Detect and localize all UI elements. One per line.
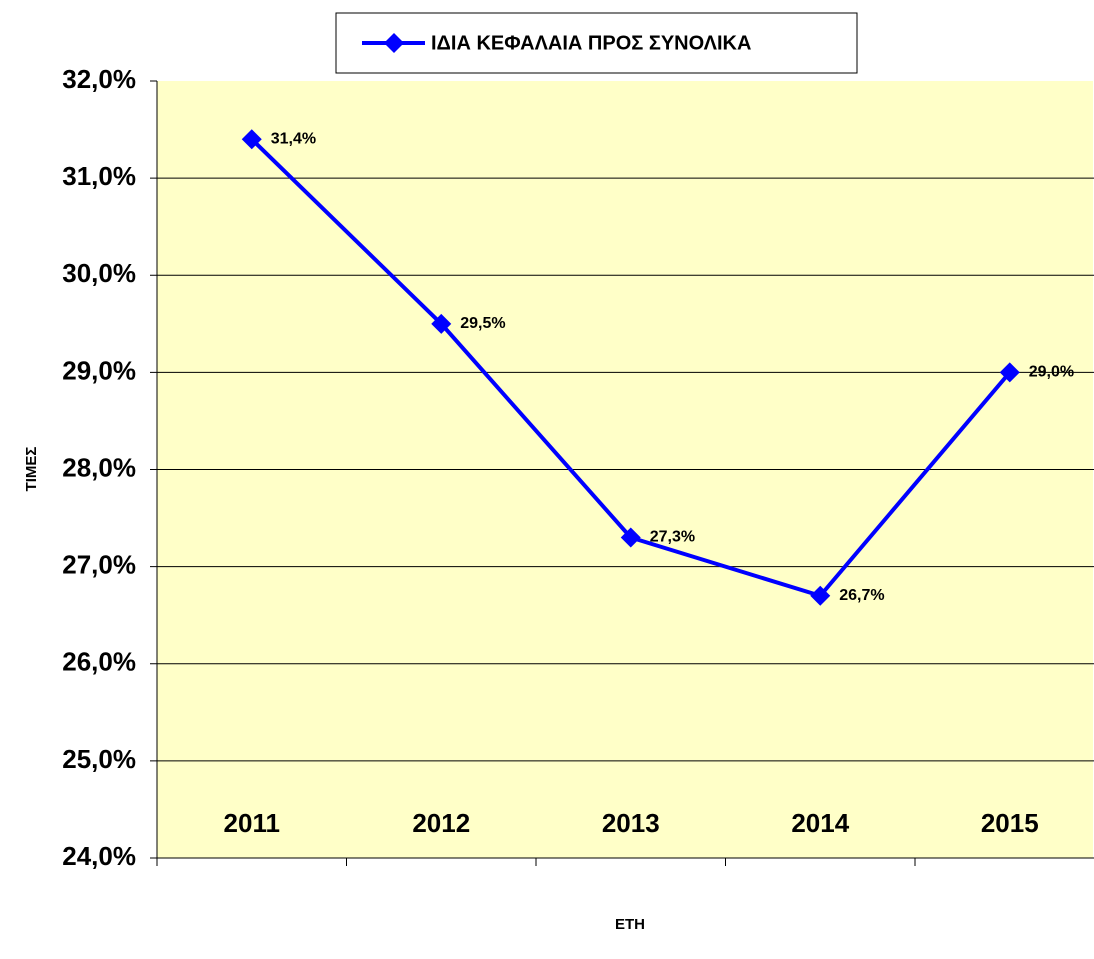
y-tick-label: 25,0% xyxy=(62,744,136,774)
data-label: 26,7% xyxy=(839,587,884,604)
legend-marker xyxy=(384,33,404,53)
data-label: 27,3% xyxy=(650,529,695,546)
y-tick-label: 26,0% xyxy=(62,647,136,677)
y-tick-label: 32,0% xyxy=(62,64,136,94)
x-tick-label: 2013 xyxy=(602,808,660,838)
y-tick-label: 24,0% xyxy=(62,841,136,871)
x-axis-title: ΕΤΗ xyxy=(615,916,645,933)
x-tick-label: 2015 xyxy=(981,808,1039,838)
y-tick-label: 27,0% xyxy=(62,550,136,580)
point xyxy=(431,313,452,334)
point xyxy=(999,362,1020,383)
y-tick-label: 30,0% xyxy=(62,258,136,288)
x-tick-label: 2012 xyxy=(412,808,470,838)
data-label: 31,4% xyxy=(271,130,316,147)
y-tick-label: 31,0% xyxy=(62,161,136,191)
x-tick-label: 2011 xyxy=(224,808,280,838)
point xyxy=(241,129,262,150)
point xyxy=(810,585,831,606)
data-label: 29,5% xyxy=(460,315,505,332)
y-axis-title: ΤΙΜΕΣ xyxy=(23,447,40,492)
point xyxy=(620,527,641,548)
x-tick-label: 2014 xyxy=(791,808,849,838)
legend-label: ΙΔΙΑ ΚΕΦΑΛΑΙΑ ΠΡΟΣ ΣΥΝΟΛΙΚΑ xyxy=(431,32,751,54)
y-tick-label: 29,0% xyxy=(62,355,136,385)
y-tick-label: 28,0% xyxy=(62,452,136,482)
data-label: 29,0% xyxy=(1029,364,1074,381)
